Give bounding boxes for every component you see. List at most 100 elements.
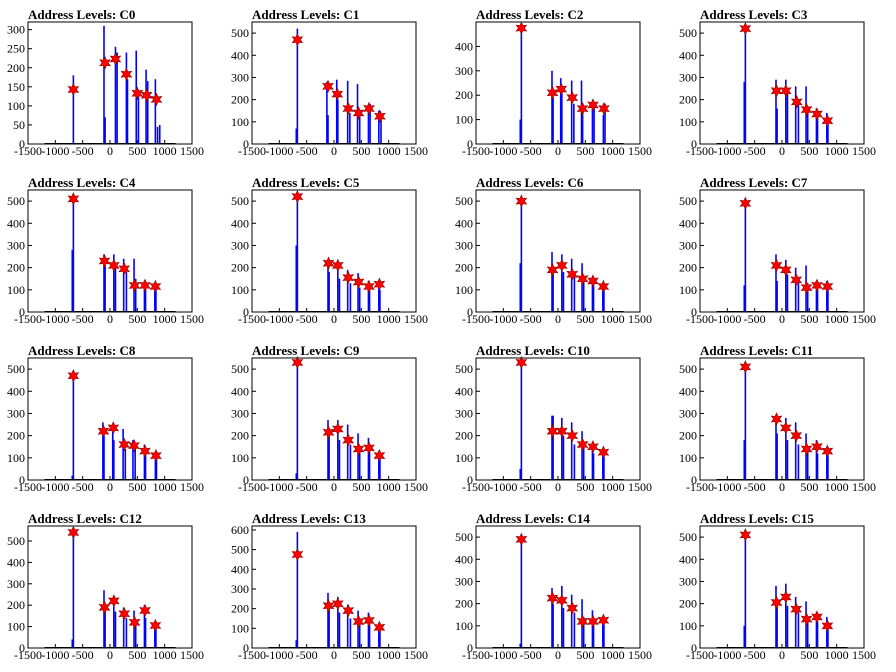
peak-marker [576, 614, 589, 629]
peak-marker [331, 258, 344, 273]
y-tick-label: 0 [691, 473, 697, 487]
peak-marker [597, 445, 610, 460]
x-tick-label: -1000 [41, 144, 69, 158]
x-tick-label: -1500 [462, 312, 490, 326]
peak-marker [546, 591, 559, 605]
x-tick-label: 1500 [852, 312, 876, 326]
y-tick-label: 300 [7, 577, 25, 591]
y-tick-label: 300 [7, 23, 25, 37]
x-tick-label: 1500 [628, 312, 652, 326]
x-tick-label: 1000 [601, 480, 625, 494]
x-tick-label: 1500 [852, 648, 876, 662]
y-tick-label: 0 [243, 305, 249, 319]
x-tick-label: -1500 [238, 480, 266, 494]
x-tick-label: 0 [555, 312, 561, 326]
plot-frame [27, 189, 193, 313]
peak-marker [128, 615, 141, 630]
y-tick-label: 500 [231, 543, 249, 557]
y-tick-label: 400 [455, 552, 473, 566]
peak-marker [790, 428, 803, 443]
y-tick-label: 300 [455, 406, 473, 420]
peak-marker [374, 109, 386, 124]
y-tick-label: 400 [679, 384, 697, 398]
y-tick-label: 500 [231, 362, 249, 376]
x-tick-label: 1000 [377, 648, 401, 662]
y-tick-label: 400 [231, 48, 249, 62]
peak-marker [140, 88, 153, 102]
y-tick-label: 100 [679, 283, 697, 297]
y-tick-label: 600 [231, 523, 249, 537]
peak-marker [97, 424, 110, 438]
peak-marker [331, 87, 344, 101]
peak-marker [322, 256, 335, 270]
plot-frame [27, 357, 193, 481]
y-tick-label: 500 [679, 362, 697, 376]
y-tick-label: 500 [679, 194, 697, 208]
x-tick-label: 1000 [601, 648, 625, 662]
y-tick-label: 0 [243, 473, 249, 487]
x-tick-label: -1500 [14, 480, 42, 494]
y-tick-label: 0 [691, 305, 697, 319]
x-tick-label: -500 [744, 312, 766, 326]
chart-panel: Address Levels: C10 0 100 200 300 400 500 -1500… [455, 343, 652, 494]
x-tick-label: 0 [331, 144, 337, 158]
peak-marker [587, 614, 599, 629]
x-tick-label: 1500 [628, 480, 652, 494]
y-tick-label: 300 [679, 574, 697, 588]
y-tick-label: 200 [231, 602, 249, 616]
peak-marker [331, 422, 344, 436]
x-tick-label: 500 [576, 144, 594, 158]
x-tick-label: -1500 [14, 648, 42, 662]
peak-marker [109, 52, 122, 66]
y-tick-label: 100 [7, 451, 25, 465]
y-tick-label: 100 [679, 115, 697, 129]
peak-marker [597, 279, 610, 294]
chart-panel: Address Levels: C80100200300400500-1500-… [7, 343, 204, 494]
peak-marker [342, 603, 355, 618]
x-tick-label: 1500 [404, 312, 428, 326]
y-tick-label: 50 [13, 118, 25, 132]
x-tick-label: 0 [555, 480, 561, 494]
x-tick-label: 0 [331, 312, 337, 326]
peak-marker [770, 258, 783, 273]
peak-marker [811, 278, 823, 293]
x-tick-label: -500 [744, 480, 766, 494]
x-tick-label: -1500 [238, 144, 266, 158]
plot-frame [475, 357, 641, 481]
x-tick-label: -1000 [713, 648, 741, 662]
chart-panel: Address Levels: C70100200300400500-1500-… [679, 175, 876, 326]
x-tick-label: 1000 [377, 144, 401, 158]
peak-marker [770, 84, 783, 98]
chart-panel: Address Levels: C14 0 100 200 300 400 500 -1500… [455, 511, 652, 662]
y-tick-label: 300 [231, 238, 249, 252]
peak-marker [811, 107, 823, 121]
chart-panel: Address Levels: C2 0 100 200 300 400 -1500 -100… [455, 7, 652, 158]
peak-marker [555, 424, 568, 438]
y-tick-label: 200 [679, 429, 697, 443]
x-tick-label: -1000 [489, 648, 517, 662]
x-tick-label: 500 [128, 312, 146, 326]
x-tick-label: 500 [352, 480, 370, 494]
peak-marker [739, 528, 752, 542]
y-tick-label: 200 [679, 597, 697, 611]
y-tick-label: 200 [231, 429, 249, 443]
x-tick-label: 1500 [404, 144, 428, 158]
x-tick-label: -1500 [462, 648, 490, 662]
y-tick-label: 300 [231, 582, 249, 596]
chart-panel: Address Levels: C12 0 100 200 300 400 500 -1500… [7, 511, 204, 662]
y-tick-label: 500 [679, 26, 697, 40]
y-tick-label: 200 [7, 598, 25, 612]
chart-panel: Address Levels: C10100200300400500-1500-… [231, 7, 428, 158]
y-tick-label: 400 [455, 384, 473, 398]
y-tick-label: 400 [7, 384, 25, 398]
x-tick-label: -500 [72, 480, 94, 494]
peak-marker [67, 82, 80, 97]
x-tick-label: -1000 [265, 480, 293, 494]
peak-marker [107, 258, 120, 273]
y-tick-label: 300 [679, 406, 697, 420]
y-tick-label: 100 [7, 620, 25, 634]
peak-marker [566, 601, 579, 615]
y-tick-label: 300 [7, 238, 25, 252]
x-tick-label: 1000 [825, 480, 849, 494]
y-tick-label: 400 [231, 562, 249, 576]
